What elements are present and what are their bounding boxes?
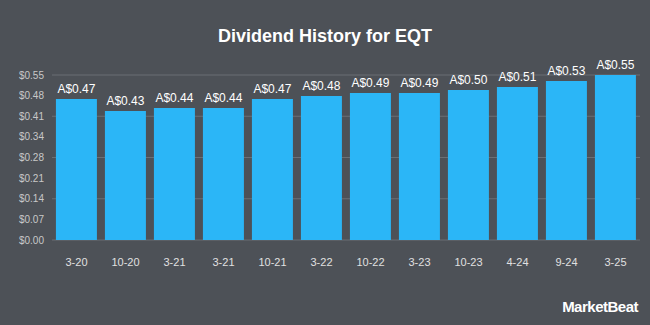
svg-text:A$0.47: A$0.47 <box>253 82 291 96</box>
svg-text:3-25: 3-25 <box>604 256 626 268</box>
svg-text:A$0.43: A$0.43 <box>106 94 144 108</box>
html-text:MarketBeat: MarketBeat <box>562 298 638 315</box>
svg-text:$0.41: $0.41 <box>19 111 44 122</box>
svg-text:3-21: 3-21 <box>212 256 234 268</box>
svg-text:10-21: 10-21 <box>258 256 286 268</box>
svg-text:3-22: 3-22 <box>310 256 332 268</box>
svg-text:A$0.47: A$0.47 <box>57 82 95 96</box>
svg-text:10-23: 10-23 <box>454 256 482 268</box>
svg-text:3-23: 3-23 <box>408 256 430 268</box>
svg-text:$0.14: $0.14 <box>19 193 44 204</box>
html-text:Dividend History for EQT: Dividend History for EQT <box>218 26 432 46</box>
svg-text:$0.21: $0.21 <box>19 173 44 184</box>
svg-text:$0.07: $0.07 <box>19 214 44 225</box>
svg-text:A$0.49: A$0.49 <box>351 76 389 90</box>
svg-text:A$0.49: A$0.49 <box>400 76 438 90</box>
svg-text:A$0.48: A$0.48 <box>302 79 340 93</box>
svg-text:$0.28: $0.28 <box>19 152 44 163</box>
svg-text:$0.34: $0.34 <box>19 131 44 142</box>
svg-text:A$0.44: A$0.44 <box>155 91 193 105</box>
svg-text:A$0.50: A$0.50 <box>449 73 487 87</box>
svg-text:A$0.51: A$0.51 <box>498 70 536 84</box>
svg-text:$0.00: $0.00 <box>19 235 44 246</box>
svg-text:10-22: 10-22 <box>356 256 384 268</box>
svg-text:A$0.53: A$0.53 <box>547 64 585 78</box>
svg-text:3-21: 3-21 <box>163 256 185 268</box>
svg-text:A$0.44: A$0.44 <box>204 91 242 105</box>
svg-text:4-24: 4-24 <box>506 256 528 268</box>
svg-text:$0.48: $0.48 <box>19 90 44 101</box>
svg-text:9-24: 9-24 <box>555 256 577 268</box>
svg-text:A$0.55: A$0.55 <box>596 58 634 72</box>
svg-text:10-20: 10-20 <box>111 256 139 268</box>
svg-text:3-20: 3-20 <box>65 256 87 268</box>
svg-text:$0.55: $0.55 <box>19 70 44 81</box>
